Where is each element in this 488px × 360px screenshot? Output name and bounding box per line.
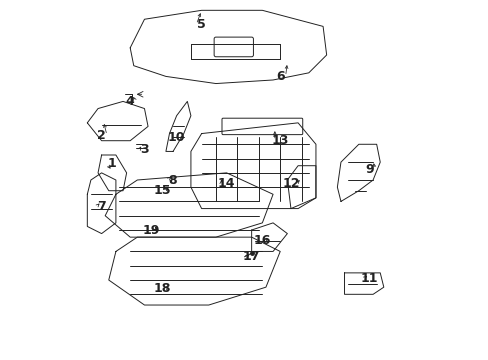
Text: 4: 4	[125, 95, 134, 108]
Text: 3: 3	[140, 143, 148, 156]
Text: 12: 12	[282, 177, 299, 190]
Text: 5: 5	[197, 18, 205, 31]
Text: 16: 16	[253, 234, 270, 247]
Text: 10: 10	[167, 131, 185, 144]
Text: 17: 17	[243, 250, 260, 263]
FancyBboxPatch shape	[214, 37, 253, 57]
Text: 1: 1	[108, 157, 117, 170]
Text: 7: 7	[97, 200, 106, 213]
Text: 13: 13	[271, 134, 288, 147]
Text: 9: 9	[365, 163, 373, 176]
Text: 19: 19	[142, 224, 160, 237]
Text: 2: 2	[97, 129, 106, 142]
Text: 14: 14	[218, 177, 235, 190]
Text: 6: 6	[275, 70, 284, 83]
FancyBboxPatch shape	[222, 118, 302, 135]
Text: 15: 15	[153, 184, 171, 197]
Text: 8: 8	[168, 174, 177, 186]
Text: 18: 18	[153, 283, 171, 296]
Text: 11: 11	[360, 272, 378, 285]
